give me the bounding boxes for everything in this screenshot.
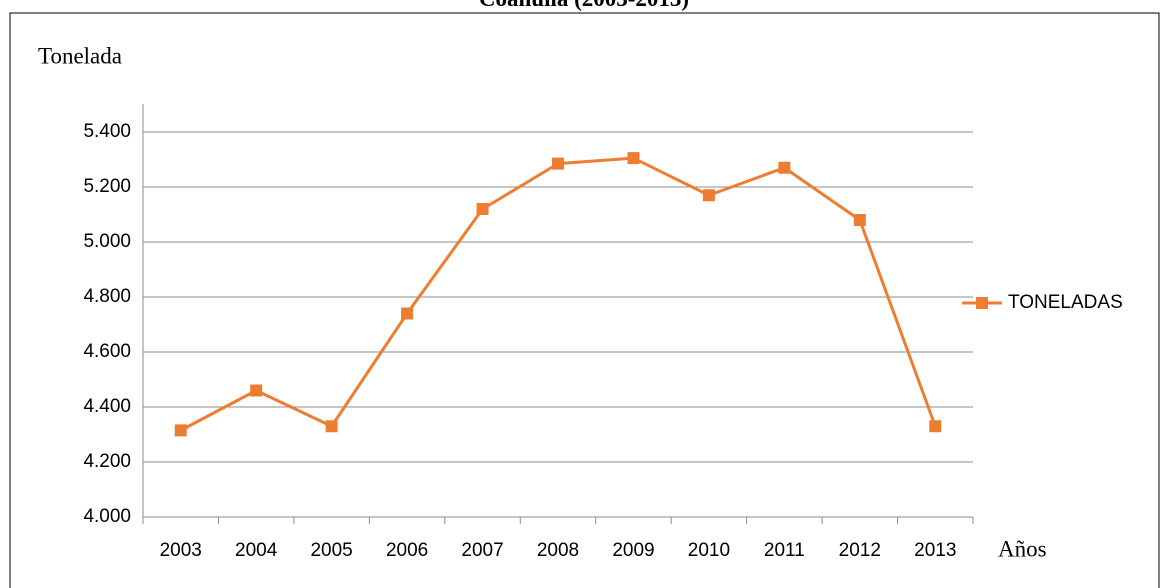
marker — [401, 307, 414, 320]
chart-title: Coahuila (2003-2013) — [479, 0, 689, 11]
x-tick-label: 2012 — [839, 540, 881, 561]
marker — [250, 384, 263, 397]
marker — [552, 157, 564, 170]
x-tick-label: 2013 — [914, 540, 956, 561]
x-tick-label: 2006 — [386, 540, 428, 561]
marker — [702, 189, 715, 202]
x-tick-label: 2011 — [764, 540, 805, 561]
x-tick-label: 2008 — [537, 540, 579, 561]
y-axis-label: Tonelada — [38, 43, 122, 68]
marker — [929, 420, 942, 433]
marker — [853, 214, 866, 226]
chart-frame — [9, 12, 1160, 588]
y-tick-label: 4.400 — [83, 396, 131, 417]
x-tick-label: 2009 — [612, 540, 654, 561]
y-tick-label: 5.400 — [83, 121, 131, 142]
y-tick-label: 4.200 — [83, 451, 131, 472]
marker — [627, 152, 640, 165]
x-tick-label: 2007 — [461, 540, 503, 561]
legend-label: TONELADAS — [1008, 292, 1123, 313]
x-tick-label: 2005 — [310, 540, 352, 561]
y-tick-label: 4.800 — [83, 286, 131, 307]
y-tick-label: 4.600 — [83, 341, 131, 362]
marker — [174, 424, 187, 437]
x-tick-label: 2003 — [160, 540, 202, 561]
x-axis-label: Años — [998, 536, 1047, 561]
y-tick-label: 4.000 — [83, 506, 131, 527]
x-tick-label: 2004 — [235, 540, 278, 561]
x-tick-label: 2010 — [688, 540, 730, 561]
legend-marker — [976, 297, 988, 309]
marker — [778, 161, 791, 174]
marker — [325, 420, 338, 433]
marker — [476, 203, 489, 215]
y-tick-label: 5.000 — [83, 231, 131, 252]
y-tick-label: 5.200 — [83, 176, 131, 197]
